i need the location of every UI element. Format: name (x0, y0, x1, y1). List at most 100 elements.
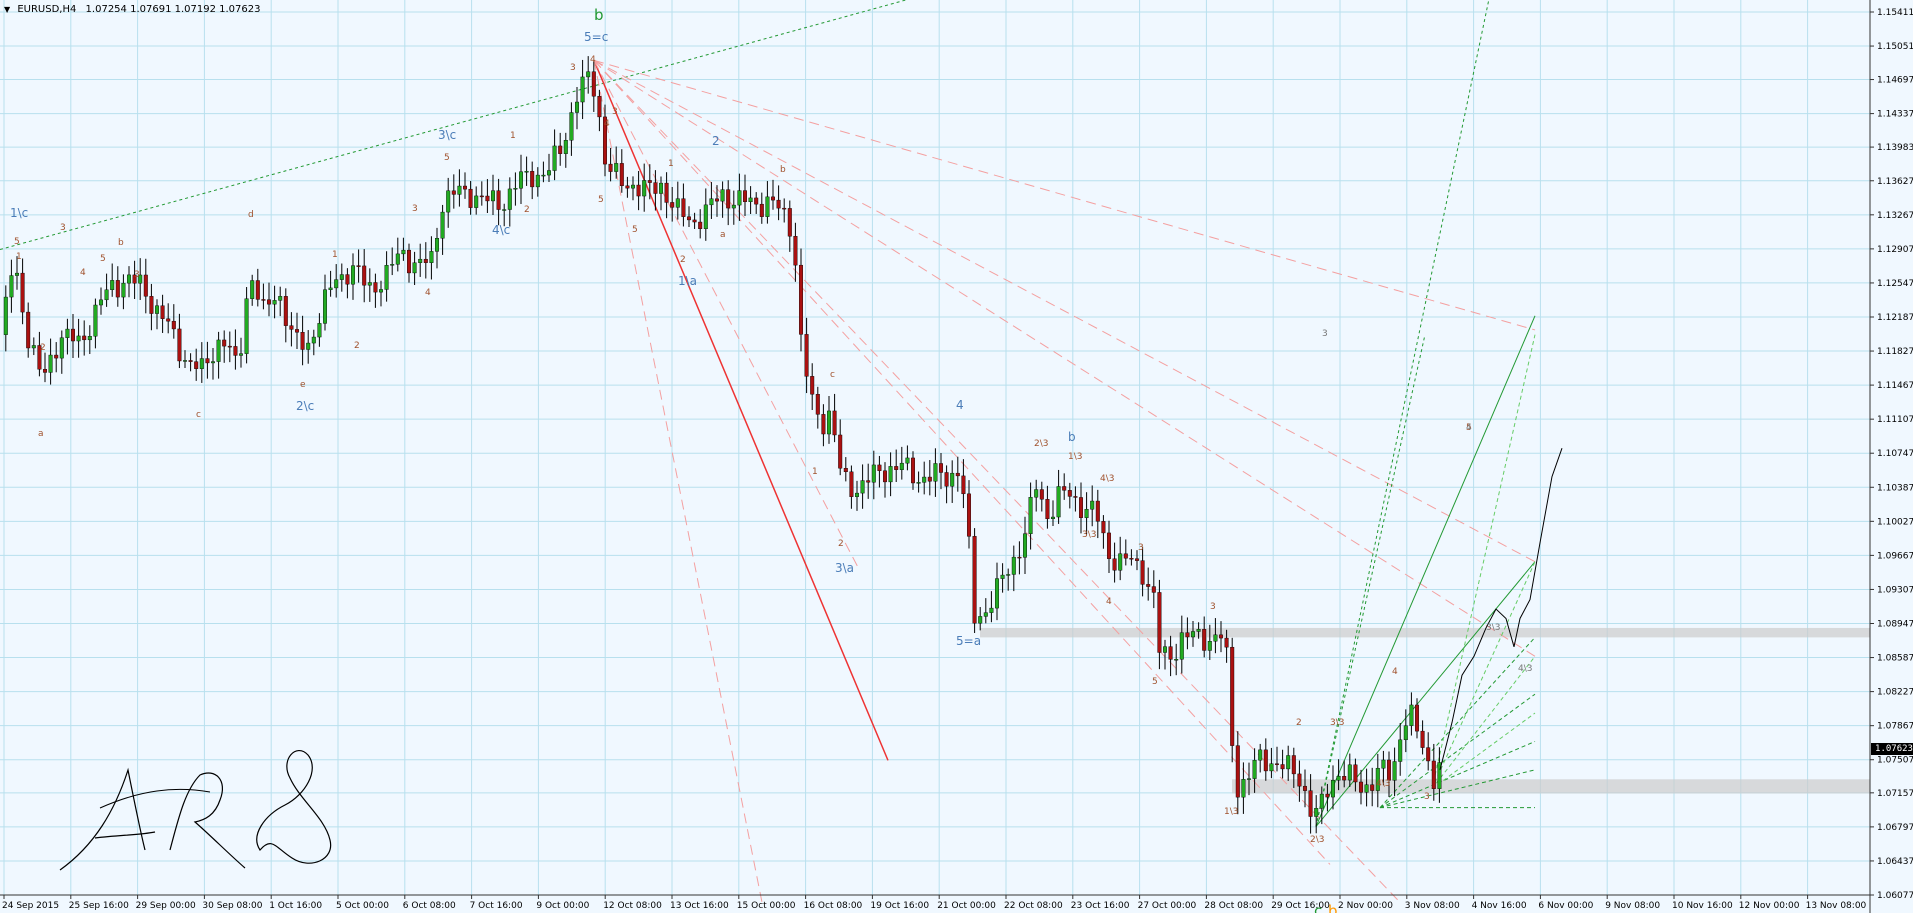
bull-candle (339, 274, 344, 280)
wave-label-brown: 5 (598, 195, 604, 205)
bull-candle (1034, 489, 1039, 498)
time-tick-label: 6 Nov 00:00 (1538, 901, 1593, 911)
bull-candle (855, 492, 860, 497)
bear-candle (793, 236, 798, 266)
chart-header[interactable]: ▼ EURUSD,H4 1.07254 1.07691 1.07192 1.07… (4, 4, 261, 15)
price-tick-label: 1.14337 (1877, 110, 1913, 120)
bull-candle (524, 171, 529, 173)
bull-candle (519, 171, 524, 189)
time-tick-label: 23 Oct 16:00 (1071, 901, 1130, 911)
bull-candle (916, 482, 921, 484)
price-tick-label: 1.12187 (1877, 313, 1913, 323)
bear-candle (222, 339, 227, 347)
bear-candle (70, 328, 75, 342)
bull-candle (384, 265, 389, 290)
time-tick-label: 13 Oct 16:00 (670, 901, 729, 911)
bear-candle (1235, 745, 1240, 798)
wave-label-grey: 3\3 (1486, 623, 1500, 633)
bull-candle (871, 464, 876, 483)
bull-candle (1398, 739, 1403, 762)
bull-candle (1118, 553, 1123, 571)
wave-label-steelblue: 5=c (584, 30, 608, 44)
bear-candle (26, 311, 31, 349)
bear-candle (177, 328, 182, 362)
bear-candle (496, 190, 501, 210)
bull-candle (1000, 574, 1005, 579)
wave-label-steelblue: 1\a (678, 274, 697, 288)
bear-candle (961, 475, 966, 495)
price-tick-label: 1.06077 (1877, 891, 1913, 901)
wave-label-brown: 1 (668, 159, 674, 169)
bear-candle (300, 332, 305, 350)
bull-candle (154, 305, 159, 314)
wave-label-green: b (594, 6, 604, 24)
bear-candle (283, 296, 288, 326)
bear-candle (838, 434, 843, 469)
bear-candle (698, 221, 703, 230)
price-tick-label: 1.12547 (1877, 279, 1913, 289)
wave-label-brown: b (118, 238, 124, 248)
bull-candle (1023, 533, 1028, 558)
bull-candle (474, 195, 479, 208)
projection-line (1439, 448, 1563, 770)
bear-candle (1420, 730, 1425, 748)
bear-candle (1129, 558, 1134, 560)
bear-candle (188, 360, 193, 362)
bear-candle (782, 207, 787, 210)
bull-candle (418, 258, 423, 263)
price-tick-label: 1.07157 (1877, 789, 1913, 799)
bull-candle (642, 180, 647, 197)
wave-label-brown: e (300, 380, 306, 390)
wave-label-steelblue: 3\a (835, 561, 854, 575)
bear-candle (1431, 760, 1436, 789)
bull-candle (3, 296, 8, 335)
price-tick-label: 1.11107 (1877, 415, 1913, 425)
wave-label-steelblue: 3\c (438, 128, 456, 142)
bull-candle (334, 279, 339, 289)
bear-candle (54, 354, 59, 359)
bull-candle (446, 190, 451, 213)
wave-label-brown: 4 (590, 55, 596, 65)
price-tick-label: 1.15411 (1877, 8, 1913, 18)
time-tick-label: 19 Oct 16:00 (870, 901, 929, 911)
bear-candle (653, 182, 658, 194)
bear-candle (261, 299, 266, 301)
bear-candle (20, 272, 25, 313)
bull-candle (395, 253, 400, 265)
bull-candle (1196, 629, 1201, 632)
bear-candle (1370, 784, 1375, 791)
bear-candle (558, 145, 563, 154)
bear-candle (832, 410, 837, 436)
bear-candle (726, 189, 731, 209)
bull-candle (541, 174, 546, 177)
bear-candle (373, 282, 378, 293)
wave-label-brown: 2 (40, 343, 46, 353)
bull-candle (905, 457, 910, 464)
bull-candle (31, 345, 36, 349)
time-tick-label: 12 Nov 00:00 (1739, 901, 1800, 911)
bear-candle (1067, 490, 1072, 497)
dropdown-arrow-icon[interactable]: ▼ (4, 5, 11, 14)
bear-candle (233, 346, 238, 356)
bear-candle (451, 190, 456, 195)
bear-candle (43, 369, 48, 373)
wave-label-brown: 5 (14, 237, 20, 247)
bull-candle (121, 282, 126, 298)
time-tick-label: 21 Oct 00:00 (937, 901, 996, 911)
price-tick-label: 1.11467 (1877, 381, 1913, 391)
green-dashed-fan-line (1379, 637, 1536, 809)
bull-candle (978, 616, 983, 624)
wave-label-brown: b (780, 165, 786, 175)
time-tick-label: 22 Oct 08:00 (1004, 901, 1063, 911)
bull-candle (731, 204, 736, 209)
bull-candle (379, 289, 384, 293)
bear-candle (362, 265, 367, 286)
support-zone (980, 627, 1870, 638)
wave-label-brown: 1 (812, 467, 818, 477)
bear-candle (743, 190, 748, 203)
bull-candle (412, 262, 417, 274)
bull-candle (491, 190, 496, 202)
wave-label-brown: 2 (1296, 718, 1302, 728)
bull-candle (1319, 793, 1324, 809)
